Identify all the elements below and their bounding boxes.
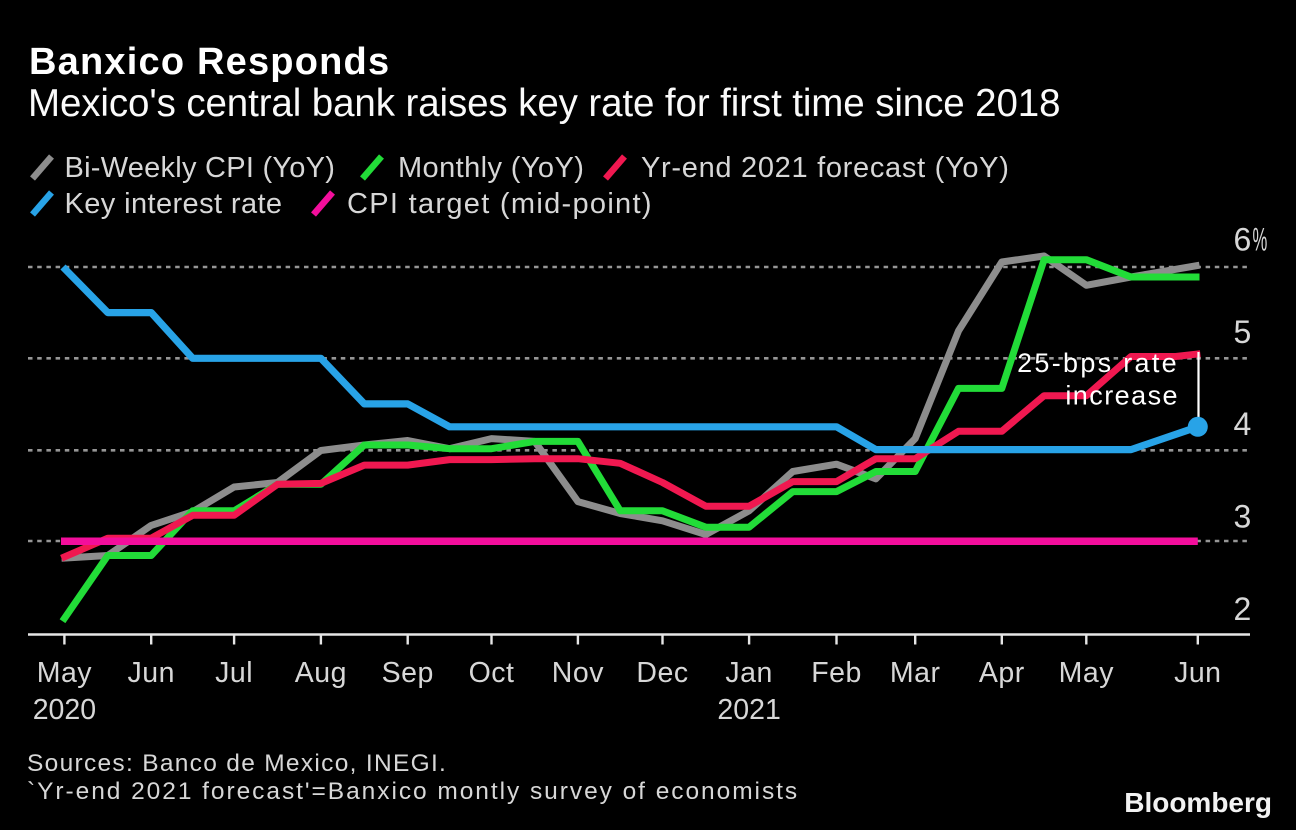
- svg-text:2: 2: [1234, 591, 1252, 627]
- svg-text:Mar: Mar: [890, 657, 941, 689]
- svg-text:Aug: Aug: [295, 657, 347, 689]
- svg-text:Jul: Jul: [215, 657, 253, 689]
- svg-text:May: May: [1059, 657, 1115, 689]
- svg-text:Nov: Nov: [552, 657, 604, 689]
- svg-text:Jan: Jan: [725, 657, 772, 689]
- svg-text:25-bps rate: 25-bps rate: [1017, 348, 1179, 378]
- svg-text:2020: 2020: [33, 694, 96, 726]
- svg-text:Dec: Dec: [636, 657, 688, 689]
- svg-text:3: 3: [1234, 499, 1252, 535]
- svg-text:May: May: [37, 657, 93, 689]
- svg-text:Oct: Oct: [469, 657, 515, 689]
- svg-text:6: 6: [1234, 222, 1252, 258]
- svg-text:Feb: Feb: [811, 657, 862, 689]
- svg-text:%: %: [1253, 223, 1268, 258]
- svg-text:Apr: Apr: [979, 657, 1025, 689]
- svg-text:Jun: Jun: [1174, 657, 1221, 689]
- svg-text:5: 5: [1234, 314, 1252, 350]
- svg-text:Jun: Jun: [127, 657, 174, 689]
- svg-text:Sep: Sep: [382, 657, 434, 689]
- svg-text:increase: increase: [1065, 381, 1179, 411]
- svg-text:2021: 2021: [717, 694, 780, 726]
- svg-text:4: 4: [1234, 406, 1252, 442]
